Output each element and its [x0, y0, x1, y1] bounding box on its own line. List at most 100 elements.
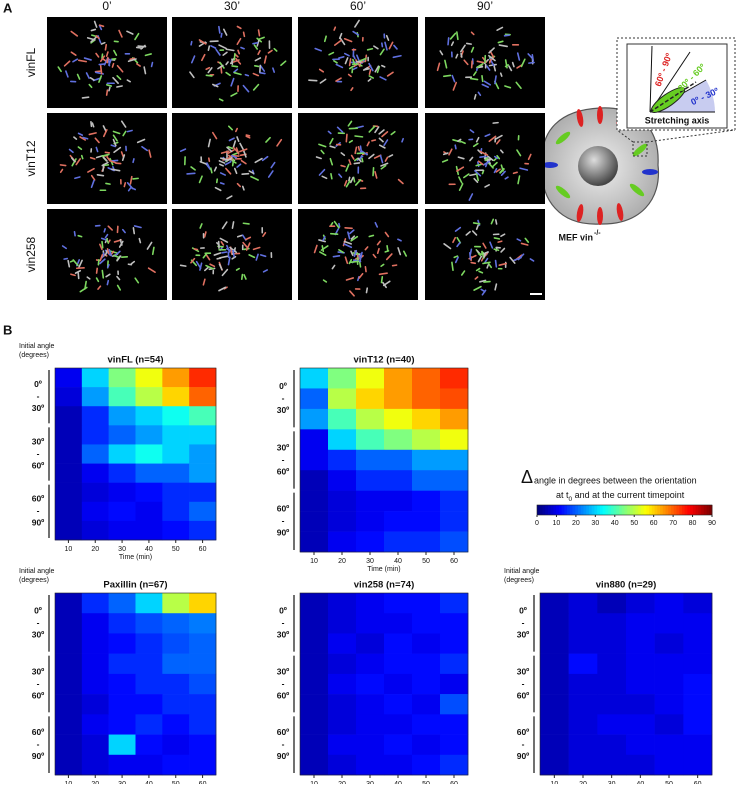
colorbar-swatch	[649, 505, 652, 515]
colorbar-swatch	[646, 505, 649, 515]
heatmap-cell	[683, 755, 712, 776]
colorbar-tick-label: 50	[630, 520, 638, 527]
heatmap-cell	[440, 633, 468, 654]
heatmap-cell	[189, 613, 216, 634]
heatmap-title: vinT12 (n=40)	[354, 355, 415, 366]
heatmap-cell	[384, 613, 412, 634]
heatmap-cell	[440, 368, 468, 389]
group-label: 30º	[277, 630, 290, 640]
heatmap-cell	[440, 694, 468, 715]
heatmap-cell	[683, 674, 712, 695]
heatmap-cell	[162, 714, 189, 735]
heatmap-cell	[597, 654, 626, 675]
heatmap-cell	[55, 593, 82, 614]
colorbar-swatch	[676, 505, 679, 515]
x-tick-label: 60	[450, 558, 458, 565]
focal-adhesion	[365, 267, 366, 272]
heatmap-cell	[82, 613, 109, 634]
focal-adhesion	[221, 67, 222, 73]
heatmap-cell	[162, 483, 189, 502]
focal-adhesion	[112, 160, 118, 161]
focal-adhesion	[104, 229, 105, 232]
y-axis-label: Initial angle	[504, 568, 540, 575]
heatmap-cell	[540, 654, 569, 675]
colorbar-swatch	[652, 505, 655, 515]
focal-adhesion	[97, 268, 98, 273]
heatmap-title: vinFL (n=54)	[107, 355, 163, 366]
heatmap-cell	[300, 593, 328, 614]
heatmap-cell	[412, 714, 440, 735]
heatmap-cell	[328, 613, 356, 634]
colorbar-swatch	[600, 505, 603, 515]
heatmap-title: Paxillin (n=67)	[103, 580, 167, 591]
heatmap-cell	[189, 633, 216, 654]
heatmap-cell	[109, 444, 136, 463]
group-label: 30º	[517, 666, 530, 676]
heatmap-cell	[300, 633, 328, 654]
heatmap-cell	[626, 714, 655, 735]
heatmap-cell	[626, 633, 655, 654]
heatmap-cell	[162, 521, 189, 540]
colorbar-swatch	[548, 505, 551, 515]
focal-adhesion	[241, 48, 244, 49]
colorbar-tick-label: 70	[669, 520, 677, 527]
focal-adhesion	[366, 288, 367, 292]
heatmap-cell	[162, 674, 189, 695]
heatmap-cell	[356, 633, 384, 654]
heatmap-cell	[189, 387, 216, 406]
heatmap-cell	[683, 633, 712, 654]
heatmap-cell	[597, 613, 626, 634]
group-label: 30º	[32, 666, 45, 676]
heatmap-cell	[300, 532, 328, 553]
heatmap-cell	[136, 593, 163, 614]
heatmap-cell	[356, 450, 384, 471]
heatmap-cell	[384, 694, 412, 715]
heatmap-cell	[569, 593, 598, 614]
heatmap-cell	[55, 368, 82, 387]
heatmap-cell	[328, 388, 356, 409]
heatmap-cell	[440, 714, 468, 735]
heatmap-cell	[626, 674, 655, 695]
focal-adhesion	[532, 55, 533, 61]
heatmap-cell	[384, 388, 412, 409]
heatmap-cell	[109, 654, 136, 675]
focal-adhesion	[382, 277, 383, 283]
heatmap-cell	[136, 406, 163, 425]
heatmap-cell	[300, 491, 328, 512]
colorbar-swatch	[592, 505, 595, 515]
group-label: 90º	[32, 751, 45, 761]
x-tick-label: 20	[338, 558, 346, 565]
focal-adhesion	[209, 158, 210, 161]
colorbar-swatch	[698, 505, 701, 515]
heatmap-cell	[412, 735, 440, 756]
focal-adhesion	[514, 172, 518, 173]
heatmap-cell	[412, 633, 440, 654]
colorbar-swatch	[562, 505, 565, 515]
focal-adhesion	[362, 159, 363, 162]
heatmap-cell	[683, 694, 712, 715]
heatmap-cell	[356, 388, 384, 409]
heatmap-cell	[328, 654, 356, 675]
colorbar-swatch	[608, 505, 611, 515]
focal-adhesion	[495, 76, 496, 83]
heatmap-cell	[540, 593, 569, 614]
focal-adhesion	[505, 35, 510, 36]
heatmap-cell	[655, 735, 684, 756]
heatmap-cell	[540, 735, 569, 756]
heatmap-cell	[328, 409, 356, 430]
focal-adhesion	[498, 241, 502, 242]
colorbar-swatch	[570, 505, 573, 515]
heatmap-cell	[82, 387, 109, 406]
heatmap-cell	[189, 714, 216, 735]
colorbar-swatch	[545, 505, 548, 515]
group-label: 60º	[32, 494, 45, 504]
heatmap-cell	[412, 388, 440, 409]
heatmap-cell	[82, 593, 109, 614]
heatmap-cell	[328, 368, 356, 389]
focal-adhesion	[364, 69, 369, 70]
focal-adhesion	[219, 27, 220, 33]
colorbar-tick-label: 80	[689, 520, 697, 527]
focal-adhesion	[187, 173, 195, 174]
heatmap-cell	[109, 502, 136, 521]
